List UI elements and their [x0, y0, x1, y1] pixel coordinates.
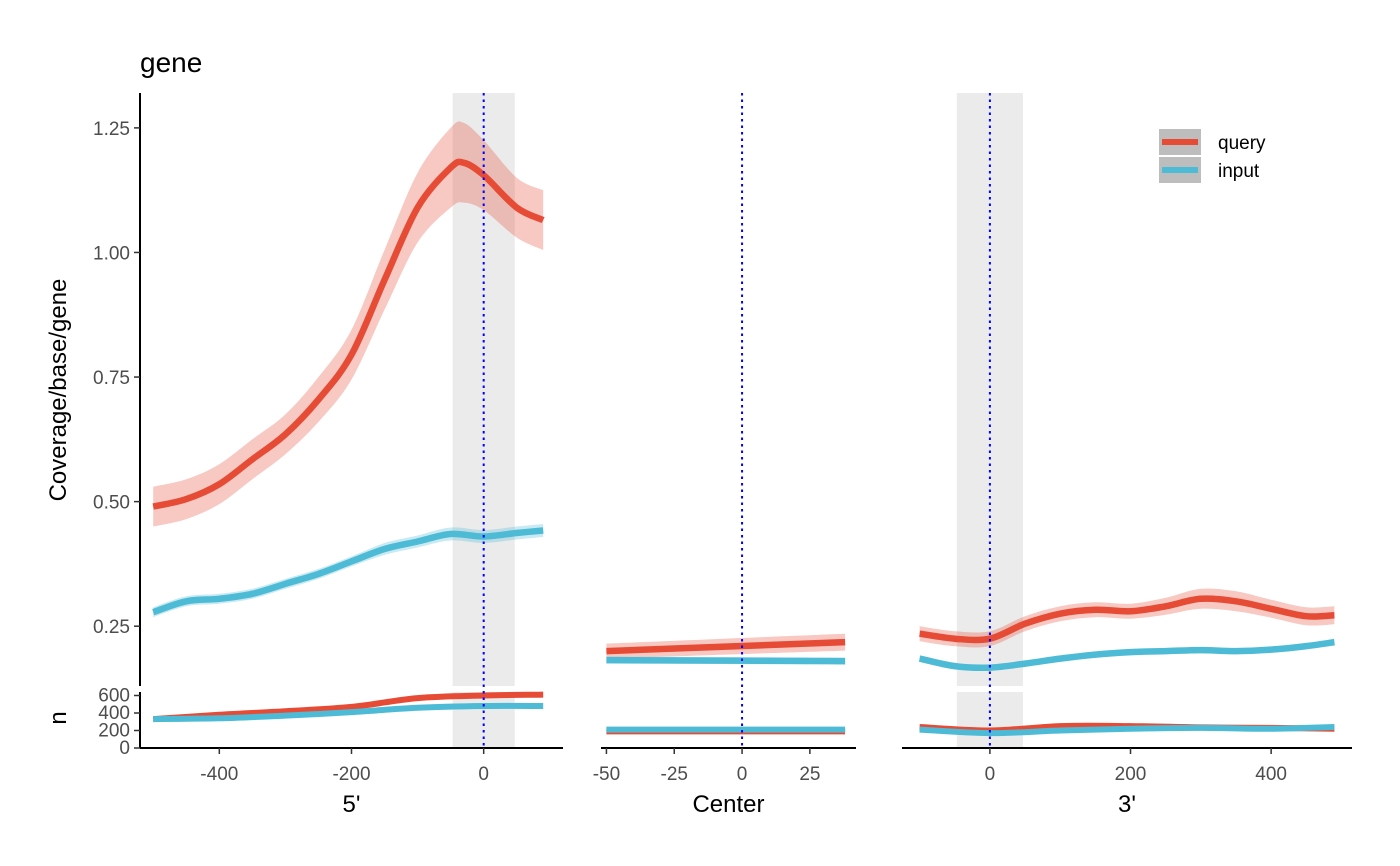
- x-axis-title: 5': [343, 791, 361, 818]
- shade-region: [956, 93, 1023, 686]
- x-tick-label: 0: [478, 764, 489, 785]
- y-tick-label: 0.75: [93, 368, 130, 389]
- y-tick-label: 0.25: [93, 617, 130, 638]
- y-axis-title: Coverage/base/gene: [45, 279, 72, 502]
- line-query: [606, 638, 846, 655]
- panel-0: -400 -200 0 5': [140, 93, 563, 818]
- line-query: [919, 595, 1335, 644]
- panel-2: 0 200 400 3': [902, 93, 1352, 818]
- legend-label-query: query: [1218, 133, 1266, 154]
- chart-title: gene: [140, 47, 202, 78]
- x-axis-title: Center: [692, 791, 764, 818]
- count-line-query: [153, 691, 544, 723]
- x-tick-label: 0: [737, 764, 748, 785]
- count-tick-label: 0: [119, 738, 130, 759]
- x-tick-label: 200: [1115, 764, 1147, 785]
- x-tick-label: 25: [799, 764, 820, 785]
- y-tick-label: 1.25: [93, 119, 130, 140]
- x-tick-label: -400: [200, 764, 238, 785]
- x-tick-label: -50: [593, 764, 620, 785]
- line-input: [918, 638, 1335, 671]
- y-tick-label: 1.00: [93, 243, 130, 264]
- shade-region-count: [956, 692, 1023, 748]
- ribbon-query: [153, 121, 544, 527]
- x-tick-label: -25: [661, 764, 688, 785]
- y-tick-label: 0.50: [93, 493, 130, 514]
- y-axis: 0.25 0.50 0.75 1.00 1.25: [93, 93, 141, 686]
- line-query: [152, 158, 545, 510]
- x-tick-label: 0: [985, 764, 996, 785]
- panel-1: -50 -25 0 25 Center: [593, 93, 856, 818]
- line-input: [606, 656, 846, 665]
- legend: query input: [1159, 129, 1266, 183]
- x-axis-title: 3': [1118, 791, 1136, 818]
- count-tick-label: 400: [98, 703, 130, 724]
- legend-label-input: input: [1218, 161, 1260, 182]
- shade-region-count: [452, 692, 515, 748]
- count-tick-label: 600: [98, 686, 130, 707]
- x-tick-label: -200: [332, 764, 370, 785]
- count-line-input: [919, 724, 1335, 737]
- count-tick-label: 200: [98, 721, 130, 742]
- x-tick-label: 400: [1255, 764, 1287, 785]
- count-axis-title: n: [45, 711, 72, 724]
